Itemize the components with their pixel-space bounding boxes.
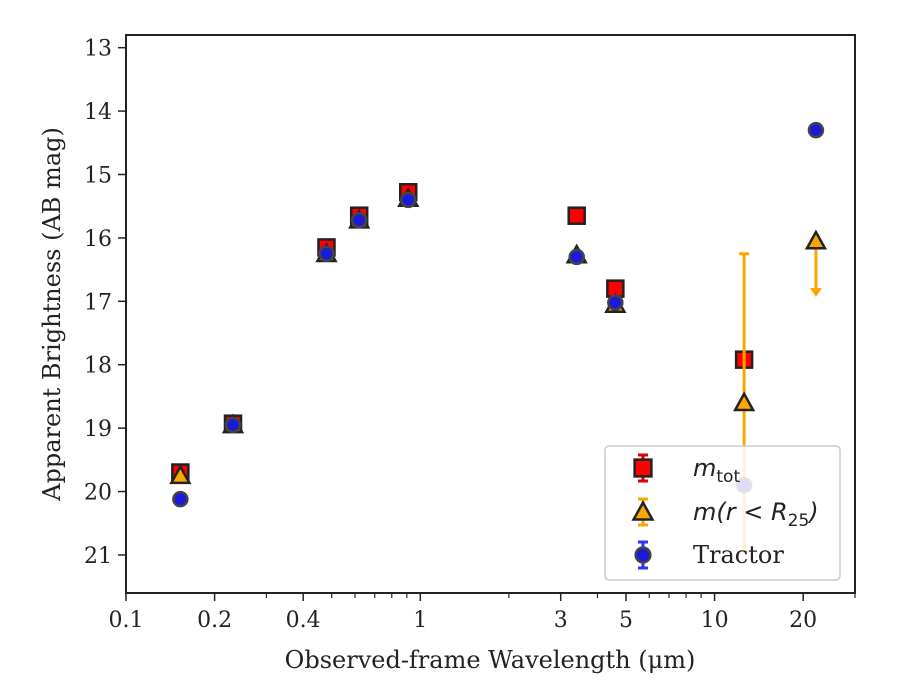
point-m-tot (567, 206, 586, 225)
point-m-r25 (733, 391, 756, 412)
x-tick-label: 10 (701, 608, 729, 633)
upper-limit-arrow (809, 287, 822, 297)
point-m-r25 (804, 229, 828, 250)
x-axis: 0.1 0.2 0.4 1 3 5 10 20 (109, 593, 856, 633)
y-tick-label: 21 (84, 544, 112, 569)
y-tick-label: 14 (84, 100, 112, 125)
legend-label: mtot (693, 454, 740, 487)
legend-box (604, 445, 841, 581)
y-tick-label: 19 (84, 417, 112, 442)
y-axis-label: Apparent Brightness (AB mag) (38, 127, 66, 502)
y-axis: 13 14 15 16 17 18 19 20 21 (84, 37, 126, 569)
x-tick-label: 0.1 (109, 608, 144, 633)
x-axis-label: Observed-frame Wavelength (μm) (285, 646, 696, 674)
point-tractor (318, 245, 335, 263)
point-tractor (350, 211, 368, 229)
legend-entry-tractor: Tractor (634, 540, 784, 570)
legend-marker (633, 458, 653, 478)
point-tractor (172, 490, 189, 508)
point-tractor (399, 191, 417, 209)
legend-label: m(r < R25) (693, 498, 819, 531)
legend: mtot m(r < R25) Tractor (604, 445, 841, 581)
y-tick-label: 13 (84, 37, 112, 62)
x-tick-label: 0.2 (197, 608, 232, 633)
legend-entry-m-tot: mtot (633, 453, 740, 487)
x-tick-label: 3 (554, 608, 568, 633)
y-tick-label: 15 (84, 164, 112, 189)
legend-marker (634, 546, 652, 564)
x-tick-label: 1 (413, 608, 427, 633)
y-tick-label: 20 (84, 481, 112, 506)
point-m-r25 (169, 464, 192, 485)
data-marks (169, 121, 828, 554)
x-tick-label: 0.4 (286, 608, 321, 633)
y-tick-label: 18 (84, 354, 112, 379)
y-tick-label: 16 (84, 227, 112, 252)
point-tractor (807, 121, 825, 139)
x-tick-label: 20 (789, 608, 817, 633)
point-tractor (224, 416, 242, 434)
legend-entry-m-r25: m(r < R25) (631, 497, 819, 531)
point-tractor (607, 294, 624, 311)
legend-marker (631, 499, 655, 521)
y-tick-label: 17 (84, 290, 112, 315)
legend-label: Tractor (693, 541, 784, 569)
x-tick-label: 5 (619, 608, 633, 633)
point-tractor (568, 248, 585, 266)
